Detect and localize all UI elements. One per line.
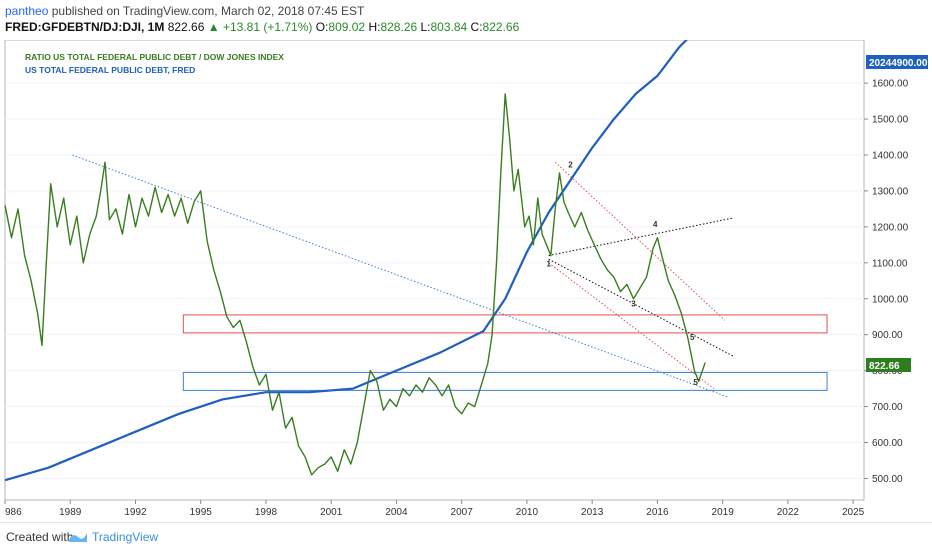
trendlines bbox=[72, 154, 734, 399]
trend-line bbox=[72, 154, 730, 399]
zone-rectangle bbox=[182, 314, 828, 334]
tradingview-brand[interactable]: TradingView bbox=[92, 530, 159, 544]
open-value: 809.02 bbox=[328, 20, 366, 34]
price-change: +13.81 (+1.71%) bbox=[222, 20, 313, 34]
wave-label: 1 bbox=[546, 259, 551, 268]
x-tick-label: 2010 bbox=[516, 507, 539, 518]
y-axis[interactable]: 500.00600.00700.00800.00900.001000.00110… bbox=[864, 79, 909, 485]
x-tick-label: 1998 bbox=[255, 507, 278, 518]
trend-line bbox=[554, 161, 726, 321]
y-tick-label: 1300.00 bbox=[872, 186, 909, 197]
last-price-label: 822.66 bbox=[869, 361, 900, 372]
wave-labels: 1 2 3 4 5 5' bbox=[546, 161, 699, 387]
grid bbox=[5, 82, 864, 479]
y-tick-label: 700.00 bbox=[872, 402, 903, 413]
x-axis[interactable]: 986 1989 1992 1995 1998 2001 2004 2007 2010 2013 2… bbox=[4, 499, 865, 518]
wave-label: 2 bbox=[568, 161, 573, 170]
series bbox=[4, 40, 706, 482]
x-tick-label: 1989 bbox=[59, 507, 82, 518]
x-tick-label: 2016 bbox=[646, 507, 669, 518]
author-link[interactable]: pantheo bbox=[5, 4, 49, 18]
ticker-line: FRED:GFDEBTN/DJ:DJI, 1M 822.66 ▲ +13.81 … bbox=[5, 20, 519, 34]
low-label: L: bbox=[420, 20, 431, 34]
legend-ratio: RATIO US TOTAL FEDERAL PUBLIC DEBT / DOW… bbox=[25, 52, 284, 62]
x-tick-label: 2025 bbox=[842, 507, 865, 518]
y-tick-label: 500.00 bbox=[872, 474, 903, 485]
y-tick-label: 1400.00 bbox=[872, 151, 909, 162]
zone-rectangle bbox=[182, 371, 828, 391]
debt-price-label-bg bbox=[866, 55, 928, 69]
y-tick-label: 1200.00 bbox=[872, 222, 909, 233]
close-value: 822.66 bbox=[482, 20, 520, 34]
x-tick-label: 2004 bbox=[385, 507, 408, 518]
legend: RATIO US TOTAL FEDERAL PUBLIC DEBT / DOW… bbox=[25, 52, 284, 75]
x-tick-label: 1995 bbox=[190, 507, 213, 518]
publication-info: pantheo published on TradingView.com, Ma… bbox=[5, 4, 364, 18]
y-tick-label: 600.00 bbox=[872, 438, 903, 449]
x-tick-label: 2007 bbox=[451, 507, 474, 518]
footer: Created with TradingView bbox=[0, 522, 932, 551]
chart-header: pantheo published on TradingView.com, Ma… bbox=[0, 0, 932, 40]
last-price-label-bg bbox=[866, 358, 911, 372]
symbol-label[interactable]: FRED:GFDEBTN/DJ:DJI, 1M bbox=[5, 20, 165, 34]
wave-label: 3 bbox=[631, 300, 636, 309]
y-tick-label: 1000.00 bbox=[872, 294, 909, 305]
x-tick-label: 986 bbox=[5, 507, 22, 518]
legend-debt: US TOTAL FEDERAL PUBLIC DEBT, FRED bbox=[25, 65, 195, 75]
x-tick-label: 2013 bbox=[581, 507, 604, 518]
wave-label: 5' bbox=[693, 378, 699, 387]
close-label: C: bbox=[470, 20, 483, 34]
up-arrow-icon: ▲ bbox=[207, 20, 220, 34]
high-value: 828.26 bbox=[380, 20, 418, 34]
price-labels: 20244900.00 822.66 bbox=[866, 55, 928, 372]
debt-price-label: 20244900.00 bbox=[869, 58, 928, 69]
low-value: 803.84 bbox=[430, 20, 468, 34]
x-tick-label: 1992 bbox=[124, 507, 147, 518]
zones bbox=[182, 314, 828, 391]
y-tick-label: 1600.00 bbox=[872, 79, 909, 90]
debt-series-line bbox=[4, 40, 688, 482]
tradingview-logo-icon[interactable] bbox=[68, 528, 88, 544]
high-label: H: bbox=[368, 20, 381, 34]
x-tick-label: 2019 bbox=[712, 507, 735, 518]
published-text: published on TradingView.com, March 02, … bbox=[51, 4, 365, 18]
wave-label: 4 bbox=[653, 220, 658, 229]
open-label: O: bbox=[315, 20, 329, 34]
last-price: 822.66 bbox=[167, 20, 205, 34]
y-tick-label: 1100.00 bbox=[872, 258, 908, 269]
chart-canvas[interactable]: 1 2 3 4 5 5' RATIO US TOTAL FEDERAL PUBLIC DE… bbox=[0, 40, 932, 522]
wave-label: 5 bbox=[690, 333, 695, 342]
ratio-series-line bbox=[4, 93, 706, 476]
y-tick-label: 900.00 bbox=[872, 330, 903, 341]
y-tick-label: 1500.00 bbox=[872, 115, 909, 126]
created-with-label: Created with bbox=[6, 530, 74, 544]
plot-area[interactable] bbox=[4, 40, 865, 501]
x-tick-label: 2022 bbox=[777, 507, 800, 518]
x-tick-label: 2001 bbox=[320, 507, 343, 518]
